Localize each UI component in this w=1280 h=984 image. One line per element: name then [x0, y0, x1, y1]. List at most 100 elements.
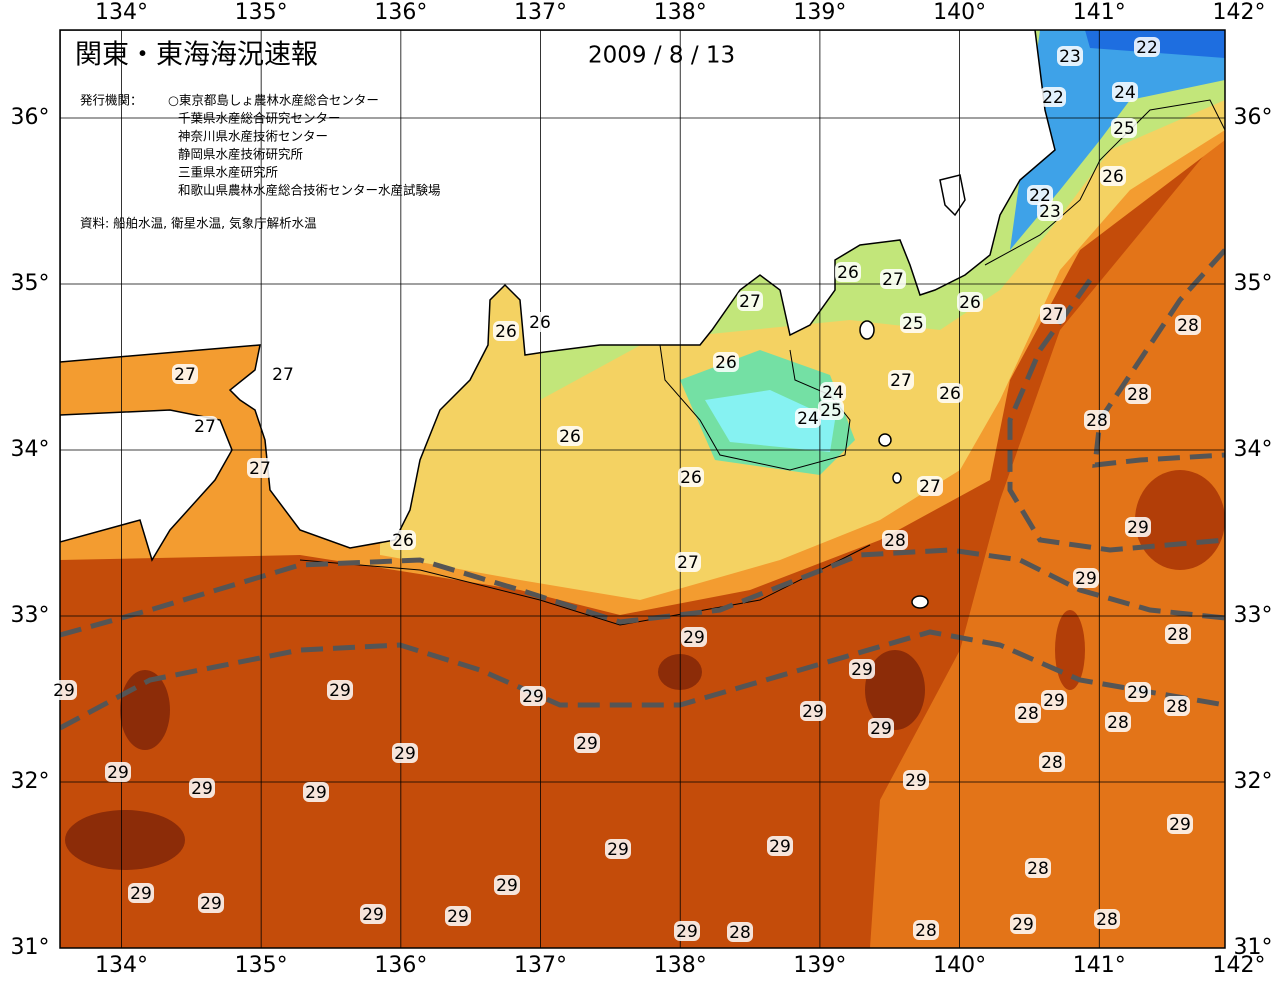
contour-label: 26: [392, 531, 414, 551]
contour-label: 26: [559, 427, 581, 447]
contour-label-bg: [192, 416, 218, 436]
y-tick-label: 31°: [11, 935, 50, 960]
publisher: 静岡県水産技術研究所: [178, 147, 303, 162]
contour-label: 28: [1027, 859, 1049, 879]
contour-label: 29: [1169, 815, 1191, 835]
contour-label: 26: [959, 293, 981, 313]
contour-label: 28: [1017, 704, 1039, 724]
contour-label-bg: [820, 382, 846, 402]
contour-label-bg: [1111, 118, 1137, 138]
contour-label: 29: [53, 681, 75, 701]
contour-label-bg: [681, 627, 707, 647]
contour-label-bg: [795, 408, 821, 428]
publisher: 和歌山県農林水産総合技術センター水産試験場: [178, 183, 441, 198]
current-axis: [60, 547, 1225, 638]
contour-label: 27: [677, 553, 699, 573]
publisher-label: 発行機関：: [80, 93, 143, 108]
contour-label: 26: [715, 353, 737, 373]
contour-label: 28: [1086, 411, 1108, 431]
contour-label: 28: [1167, 625, 1189, 645]
contour-label-bg: [270, 364, 296, 384]
contour-label-bg: [913, 920, 939, 940]
contour-label-bg: [957, 292, 983, 312]
contour-label-bg: [1057, 46, 1083, 66]
contour-label: 22: [1042, 88, 1064, 108]
land: [60, 30, 1056, 549]
contour-label: 28: [884, 531, 906, 551]
island: [859, 320, 875, 340]
contour-label: 29: [130, 884, 152, 904]
contour-label: 29: [329, 681, 351, 701]
land: [60, 409, 233, 562]
contour-label-bg: [493, 321, 519, 341]
warm-patch: [1135, 470, 1225, 570]
contour-label: 27: [890, 371, 912, 391]
contour-label-bg: [903, 770, 929, 790]
y-tick-label: 31°: [1234, 935, 1273, 960]
contour-label: 29: [305, 783, 327, 803]
island: [892, 472, 902, 484]
contour-label-bg: [882, 530, 908, 550]
contour-label-bg: [675, 552, 701, 572]
contour-label-bg: [105, 762, 131, 782]
graticule: [60, 30, 1225, 948]
contour-label-bg: [494, 875, 520, 895]
x-tick-label: 136°: [374, 0, 427, 25]
contour-label: 29: [447, 907, 469, 927]
contour-label: 22: [1136, 38, 1158, 58]
contour-label: 29: [107, 763, 129, 783]
y-tick-label: 32°: [1234, 769, 1273, 794]
contour-label-bg: [818, 400, 844, 420]
contour-label: 27: [272, 365, 294, 385]
contour-label: 29: [394, 744, 416, 764]
x-tick-label: 141°: [1073, 953, 1126, 978]
x-tick-label: 135°: [235, 953, 288, 978]
contour-label: 29: [200, 894, 222, 914]
contour-label-bg: [1165, 624, 1191, 644]
contour-label-bg: [198, 893, 224, 913]
contour-label: 29: [769, 837, 791, 857]
y-tick-label: 35°: [11, 271, 50, 296]
contour-label: 29: [683, 628, 705, 648]
y-tick-label: 33°: [11, 603, 50, 628]
contour-label-bg: [868, 718, 894, 738]
contour-label-bg: [605, 839, 631, 859]
contour-label-bg: [678, 467, 704, 487]
contour-label-bg: [835, 262, 861, 282]
contour-label: 23: [1039, 202, 1061, 222]
contour-label: 29: [905, 771, 927, 791]
contour-label: 29: [576, 734, 598, 754]
contour-label-bg: [360, 904, 386, 924]
contour-label-bg: [1100, 166, 1126, 186]
publisher: 千葉県水産総合研究センター: [178, 111, 341, 126]
contour-label: 28: [1177, 316, 1199, 336]
contour-label: 28: [1127, 385, 1149, 405]
contour-label: 29: [851, 660, 873, 680]
contour-label: 27: [249, 459, 271, 479]
contour-label: 23: [1059, 47, 1081, 67]
x-tick-label: 137°: [514, 953, 567, 978]
contour-label: 29: [1075, 569, 1097, 589]
warm-patch: [865, 650, 925, 730]
contour-label: 25: [820, 401, 842, 421]
x-tick-label: 140°: [933, 953, 986, 978]
contour-label: 26: [680, 468, 702, 488]
contour-label-bg: [189, 778, 215, 798]
contour-label: 26: [1102, 167, 1124, 187]
contour-label-bg: [900, 313, 926, 333]
contour-label-bg: [1040, 87, 1066, 107]
y-tick-label: 35°: [1234, 271, 1273, 296]
y-tick-label: 32°: [11, 769, 50, 794]
contour-label-bg: [128, 883, 154, 903]
contour-label-bg: [849, 659, 875, 679]
contour-label-bg: [937, 383, 963, 403]
publisher: ○東京都島しょ農林水産総合センター: [168, 93, 379, 108]
x-tick-label: 141°: [1073, 0, 1126, 25]
contour-label: 25: [1113, 119, 1135, 139]
contour-label: 27: [174, 365, 196, 385]
contour-label-bg: [674, 921, 700, 941]
contour-label-bg: [1164, 696, 1190, 716]
contour-label: 28: [1041, 753, 1063, 773]
contour-label: 24: [822, 383, 844, 403]
contour-label-bg: [520, 686, 546, 706]
